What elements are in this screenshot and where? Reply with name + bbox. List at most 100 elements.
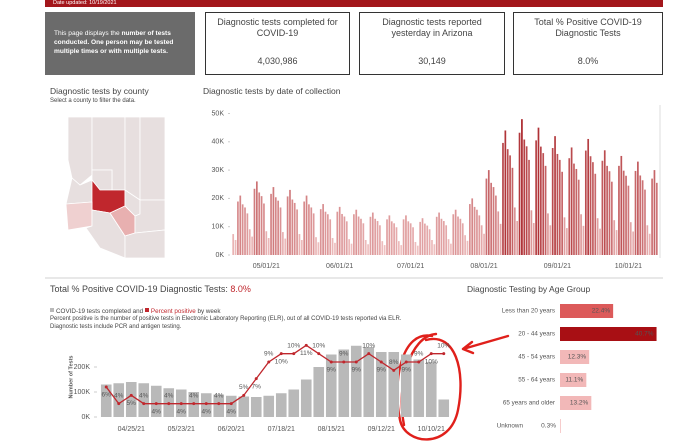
info-text: This page displays the xyxy=(54,30,122,37)
x-tick-label: 10/10/21 xyxy=(418,426,445,433)
bar xyxy=(263,395,275,417)
bar xyxy=(457,216,459,255)
bar xyxy=(363,347,375,417)
data-label: 4% xyxy=(214,392,224,399)
bar xyxy=(433,244,436,255)
data-label: 4% xyxy=(227,408,237,415)
line-point xyxy=(392,368,396,372)
x-tick-label: 09/01/21 xyxy=(544,263,571,270)
data-label: 13.2% xyxy=(570,400,589,407)
bar xyxy=(440,218,443,255)
bar xyxy=(554,136,556,255)
y-tick-label: 200K xyxy=(74,364,91,371)
bar xyxy=(551,148,554,255)
bar xyxy=(367,244,369,255)
line-point xyxy=(129,393,133,397)
bar xyxy=(620,155,623,255)
bar xyxy=(504,130,507,255)
county[interactable] xyxy=(124,116,141,201)
line-point xyxy=(367,352,371,356)
bar xyxy=(325,354,337,417)
bar xyxy=(530,210,533,255)
bar xyxy=(644,189,646,255)
bar xyxy=(286,196,289,255)
y-tick-label: 50K xyxy=(212,110,225,117)
bar xyxy=(547,213,549,255)
bar xyxy=(509,155,511,255)
bar xyxy=(327,214,329,255)
bar xyxy=(466,240,469,255)
bar xyxy=(577,179,580,255)
bar xyxy=(599,228,601,255)
bar xyxy=(348,239,350,255)
bar xyxy=(343,216,346,255)
bar xyxy=(379,225,381,255)
bar xyxy=(566,228,568,255)
bar xyxy=(246,213,249,255)
bar xyxy=(113,383,125,417)
bar xyxy=(632,231,634,255)
line-point xyxy=(254,377,258,381)
data-label: 11.1% xyxy=(565,377,583,384)
bar xyxy=(606,165,608,255)
line-point xyxy=(317,352,321,356)
bar xyxy=(291,199,294,255)
bar xyxy=(506,149,509,255)
line-point xyxy=(154,402,158,406)
chart-title: Diagnostic tests by date of collection xyxy=(203,86,341,96)
bar xyxy=(490,182,492,255)
bar xyxy=(272,187,275,255)
bar xyxy=(260,196,263,255)
county[interactable] xyxy=(139,116,166,201)
kpi-value: 8.0% xyxy=(577,56,599,66)
bar xyxy=(587,138,590,255)
bar xyxy=(383,245,386,255)
bar xyxy=(627,185,630,255)
data-label: 6% xyxy=(102,392,112,399)
bar xyxy=(345,221,348,255)
bar xyxy=(293,202,296,255)
data-label: 10% xyxy=(312,342,325,349)
bar xyxy=(613,220,616,255)
bar xyxy=(459,218,462,255)
county[interactable] xyxy=(67,116,93,186)
bar xyxy=(560,327,657,341)
bar xyxy=(100,384,112,417)
bar xyxy=(601,160,604,255)
bar xyxy=(580,214,582,255)
bar xyxy=(499,223,502,255)
bar xyxy=(646,225,649,255)
bar xyxy=(263,203,265,255)
data-label: 7% xyxy=(252,383,262,390)
bar xyxy=(412,227,414,255)
line-point xyxy=(429,352,433,356)
bar xyxy=(225,395,237,417)
bar xyxy=(521,119,523,255)
bar xyxy=(471,198,474,255)
bar xyxy=(655,182,658,255)
bar xyxy=(336,211,339,255)
x-tick-label: 08/15/21 xyxy=(318,426,345,433)
data-label: 10% xyxy=(287,342,300,349)
data-label: 12.3% xyxy=(568,354,587,361)
bar xyxy=(426,225,429,255)
x-tick-label: 09/12/21 xyxy=(368,426,395,433)
county[interactable] xyxy=(65,201,93,231)
bar xyxy=(592,162,594,255)
kpi-label: Diagnostic tests completed for COVID-19 xyxy=(217,17,338,38)
county[interactable] xyxy=(124,229,166,259)
bar xyxy=(308,204,310,255)
bar xyxy=(388,215,391,255)
bar xyxy=(629,222,632,255)
bar xyxy=(639,175,642,255)
bar xyxy=(388,352,400,417)
bar xyxy=(350,345,362,417)
bar xyxy=(464,235,466,255)
bar xyxy=(288,389,300,417)
line-point xyxy=(142,402,146,406)
y-tick-label: 10K xyxy=(212,224,225,231)
bar xyxy=(469,204,471,255)
bar xyxy=(544,165,547,255)
y-axis-title: Number of Tests xyxy=(68,356,74,399)
bar xyxy=(563,217,566,255)
